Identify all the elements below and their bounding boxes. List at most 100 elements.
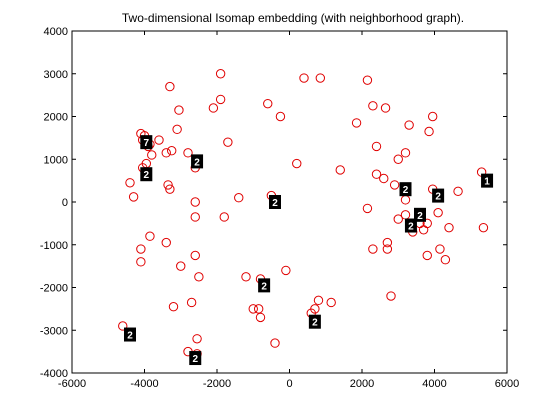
digit-thumbnail-bg: [191, 154, 204, 169]
scatter-point: [215, 69, 226, 79]
scatter-point: [386, 291, 396, 301]
digit-thumbnail-label: 2: [127, 331, 133, 342]
scatter-point: [147, 150, 157, 160]
y-tick-label: 0: [62, 197, 68, 209]
digit-thumbnail-bg: [481, 173, 494, 188]
scatter-point: [190, 212, 200, 222]
x-tick-label: -2000: [203, 378, 231, 390]
scatter-point: [163, 180, 173, 190]
scatter-point: [166, 146, 177, 156]
y-tick-label: 2000: [44, 112, 68, 124]
scatter-point: [165, 81, 175, 92]
digit-thumbnail-label: 2: [403, 185, 409, 196]
scatter-point: [422, 250, 432, 261]
y-tick-label: -1000: [40, 240, 68, 252]
digit-thumbnail-label: 2: [261, 281, 267, 292]
scatter-point: [190, 250, 200, 261]
chart-title: Two-dimensional Isomap embedding (with n…: [122, 11, 464, 25]
y-tick-label: 4000: [44, 26, 68, 38]
digit-thumbnail-label: 2: [435, 192, 441, 203]
scatter-point: [248, 304, 258, 314]
scatter-point: [183, 148, 193, 158]
scatter-point: [161, 148, 171, 158]
scatter-point: [433, 207, 443, 218]
scatter-point: [478, 222, 489, 233]
digit-thumbnail-label: 2: [408, 222, 414, 233]
x-tick-label: 0: [286, 378, 292, 390]
scatter-point: [368, 101, 378, 111]
y-axis: -4000 -3000 -2000 -1000 0 1000 2000 3000 4000: [40, 26, 507, 380]
scatter-point: [145, 231, 155, 241]
scatter-point: [128, 192, 139, 202]
x-tick-label: -6000: [58, 378, 86, 390]
scatter-point: [241, 272, 251, 282]
digit-thumbnail-label: 2: [194, 157, 200, 168]
scatter-point: [281, 265, 291, 276]
scatter-point: [255, 312, 266, 323]
scatter-point: [176, 261, 186, 271]
scatter-point: [335, 165, 345, 175]
scatter-point: [422, 218, 432, 229]
x-tick-label: 6000: [495, 378, 519, 390]
scatter-point: [253, 304, 264, 314]
scatter-point: [382, 237, 393, 248]
digit-thumbnail: 7: [140, 135, 153, 150]
scatter-point: [453, 186, 463, 197]
scatter-point: [125, 178, 135, 188]
scatter-point: [136, 257, 146, 267]
scatter-point: [389, 180, 400, 190]
scatter-point: [427, 111, 438, 122]
digit-thumbnail: 2: [189, 351, 202, 366]
digit-thumbnail: 2: [432, 188, 445, 203]
scatter-point: [174, 105, 184, 115]
scatter-point: [219, 212, 229, 222]
digit-thumbnail-bg: [258, 278, 271, 293]
scatter-point: [362, 75, 373, 85]
scatter-point: [168, 302, 179, 312]
digit-thumbnail-bg: [269, 195, 281, 209]
digit-thumbnail: 2: [140, 167, 153, 182]
scatter-point: [172, 124, 182, 135]
scatter-point: [118, 321, 128, 331]
y-tick-label: -2000: [40, 283, 68, 295]
scatter-point: [223, 137, 233, 147]
x-tick-label: 4000: [422, 378, 446, 390]
scatter-point: [393, 154, 403, 164]
scatter-point: [186, 297, 197, 308]
scatter-point: [362, 203, 373, 214]
scatter-point: [299, 73, 309, 83]
x-tick-label: 2000: [350, 378, 374, 390]
scatter-point: [326, 297, 336, 308]
scatter-point: [275, 111, 286, 122]
scatter-point: [435, 244, 445, 254]
scatter-point: [154, 135, 164, 145]
scatter-points: [118, 69, 489, 359]
y-tick-label: -3000: [40, 325, 68, 337]
scatter-point: [382, 244, 393, 254]
scatter-point: [440, 255, 451, 265]
digit-thumbnail-label: 2: [417, 211, 423, 222]
digit-thumbnail-bg: [308, 314, 321, 329]
digit-thumbnail-bg: [432, 188, 445, 203]
scatter-point: [400, 148, 411, 158]
digit-thumbnail-label: 2: [272, 198, 278, 209]
scatter-point: [424, 126, 434, 137]
scatter-point: [194, 272, 204, 282]
digit-thumbnail-label: 2: [144, 170, 150, 181]
scatter-point: [234, 193, 244, 203]
y-tick-label: 1000: [44, 154, 68, 166]
scatter-point: [379, 173, 389, 184]
scatter-point: [404, 120, 414, 130]
digit-thumbnail-bg: [140, 135, 153, 150]
digit-thumbnail-bg: [140, 167, 153, 182]
digit-thumbnail-bg: [189, 351, 202, 366]
digit-thumbnail: 2: [308, 314, 321, 329]
digit-thumbnail-bg: [404, 218, 417, 233]
y-tick-label: -4000: [40, 368, 68, 380]
digit-thumbnail-bg: [414, 207, 426, 222]
scatter-point: [444, 222, 454, 233]
scatter-point: [371, 169, 382, 179]
digit-thumbnail: 2: [404, 218, 417, 233]
